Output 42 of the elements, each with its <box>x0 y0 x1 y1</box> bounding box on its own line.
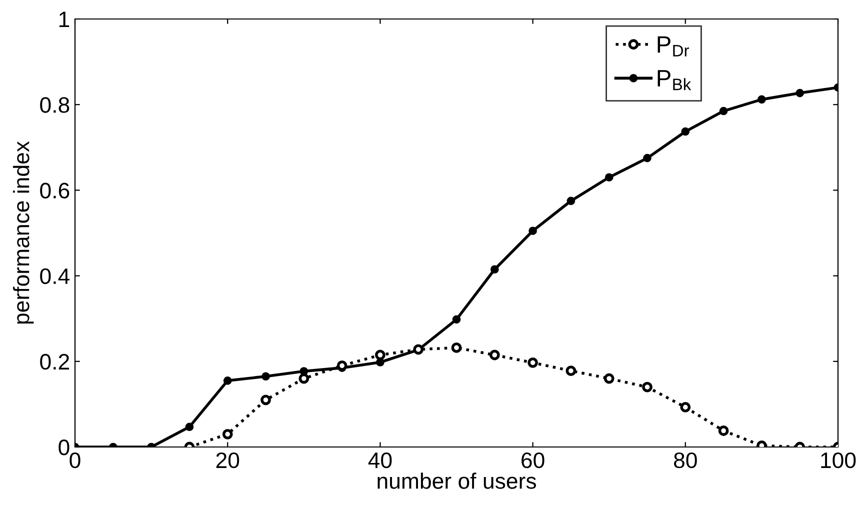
point <box>374 350 386 360</box>
point <box>796 88 804 98</box>
legend-label: P$_{Dr}$ <box>658 36 690 56</box>
point <box>681 127 690 136</box>
point <box>758 95 766 104</box>
point <box>528 357 538 368</box>
point <box>642 382 652 392</box>
y-tick-label: 0.6 <box>40 182 70 198</box>
x-tick-label: 60 <box>522 452 544 468</box>
point <box>222 428 233 440</box>
point <box>185 422 194 432</box>
point <box>718 426 729 436</box>
point <box>566 196 576 206</box>
y-tick-label: 0.4 <box>40 268 70 284</box>
point <box>260 394 271 406</box>
y-tick-label: 0.8 <box>40 97 70 113</box>
point <box>451 342 462 353</box>
x-tick-label: 40 <box>368 452 392 468</box>
point <box>719 106 728 116</box>
point <box>298 373 310 384</box>
x-tick-label: 0 <box>70 452 80 468</box>
point <box>680 402 691 412</box>
point <box>489 350 500 360</box>
y-tick-label: 0.2 <box>40 354 70 370</box>
point <box>490 265 499 274</box>
point <box>262 372 270 381</box>
point <box>643 154 652 162</box>
x-tick-label: 100 <box>821 452 856 468</box>
point <box>336 360 348 371</box>
point <box>452 315 461 324</box>
x-tick-label: 20 <box>216 452 240 468</box>
point <box>528 226 537 236</box>
y-tick-label: 1 <box>59 12 70 28</box>
point <box>604 173 614 182</box>
y-tick-label: 0 <box>58 440 70 456</box>
point <box>566 366 576 376</box>
point <box>223 376 232 385</box>
x-tick-label: 80 <box>674 452 697 468</box>
point <box>604 373 614 384</box>
y-axis-title: performance index <box>12 141 34 324</box>
x-axis-title: number of users <box>378 472 536 489</box>
legend-label: P$_{Bk}$ <box>658 70 692 90</box>
